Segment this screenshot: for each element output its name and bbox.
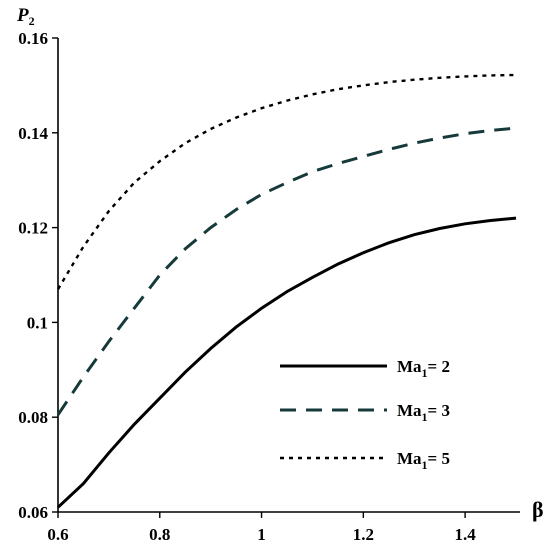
legend-label-sub: 1 xyxy=(422,410,428,424)
series-line-1 xyxy=(56,216,517,509)
y-tick-label: 0.06 xyxy=(18,503,48,522)
x-tick-label: 0.8 xyxy=(149,525,170,544)
y-tick-label: 0.12 xyxy=(18,219,48,238)
legend-label-tail: = 3 xyxy=(428,401,450,420)
legend-label-3: Ma1= 5 xyxy=(397,449,450,472)
y-tick-label: 0.1 xyxy=(27,313,48,332)
legend-label-2: Ma1= 3 xyxy=(397,401,450,424)
x-tick-label: 1 xyxy=(257,525,266,544)
y-axis-title-sub: 2 xyxy=(29,14,35,28)
y-axis-title: P2 xyxy=(16,5,35,28)
y-tick-label: 0.16 xyxy=(18,29,48,48)
y-tick-label: 0.08 xyxy=(18,408,48,427)
x-tick-label: 1.2 xyxy=(353,525,374,544)
legend-label-tail: = 2 xyxy=(428,357,450,376)
x-tick-label: 0.6 xyxy=(47,525,68,544)
series-line-2 xyxy=(56,126,517,416)
legend-label-main: Ma xyxy=(397,449,422,468)
legend-label-1: Ma1= 2 xyxy=(397,357,450,380)
series-layer xyxy=(56,73,517,509)
legend-label-main: Ma xyxy=(397,401,422,420)
y-tick-label: 0.14 xyxy=(18,124,48,143)
legend-label-tail: = 5 xyxy=(428,449,450,468)
series-line-3 xyxy=(56,73,517,290)
x-axis-title: β xyxy=(532,497,544,522)
x-tick-label: 1.4 xyxy=(454,525,476,544)
legend-label-main: Ma xyxy=(397,357,422,376)
ticks: 0.06 0.08 0.1 0.12 0.14 0.16 0.6 0.8 1 1.2 1.4 xyxy=(18,29,476,544)
legend-label-sub: 1 xyxy=(422,458,428,472)
y-axis-title-main: P xyxy=(16,5,29,26)
legend-label-sub: 1 xyxy=(422,366,428,380)
axes xyxy=(57,38,520,513)
